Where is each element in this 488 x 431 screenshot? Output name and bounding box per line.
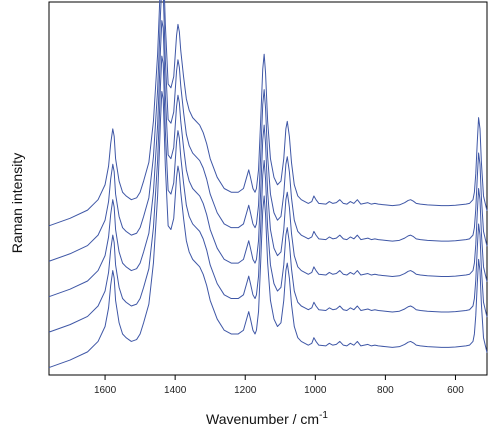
spectra-series-group [48,0,488,369]
x-tick-label-600: 600 [447,385,464,396]
x-tick-label-1000: 1000 [304,385,327,396]
spectrum-line-4 [48,55,488,333]
spectrum-line-2 [48,0,488,262]
x-axis-title-superscript: -1 [319,410,328,421]
x-axis-title: Wavenumber / cm-1 [206,410,328,427]
spectrum-line-3 [48,20,488,298]
y-axis-title: Raman intensity [9,153,25,253]
x-axis-ticks: 1600 1400 1200 1000 800 600 [94,375,464,396]
plot-frame [48,1,488,376]
x-tick-label-1600: 1600 [94,385,117,396]
x-tick-label-800: 800 [377,385,394,396]
x-tick-label-1400: 1400 [164,385,187,396]
x-tick-label-1200: 1200 [234,385,257,396]
spectrum-line-5 [48,91,488,369]
spectrum-line-1 [48,0,488,227]
x-axis-title-text: Wavenumber / cm [206,411,319,427]
